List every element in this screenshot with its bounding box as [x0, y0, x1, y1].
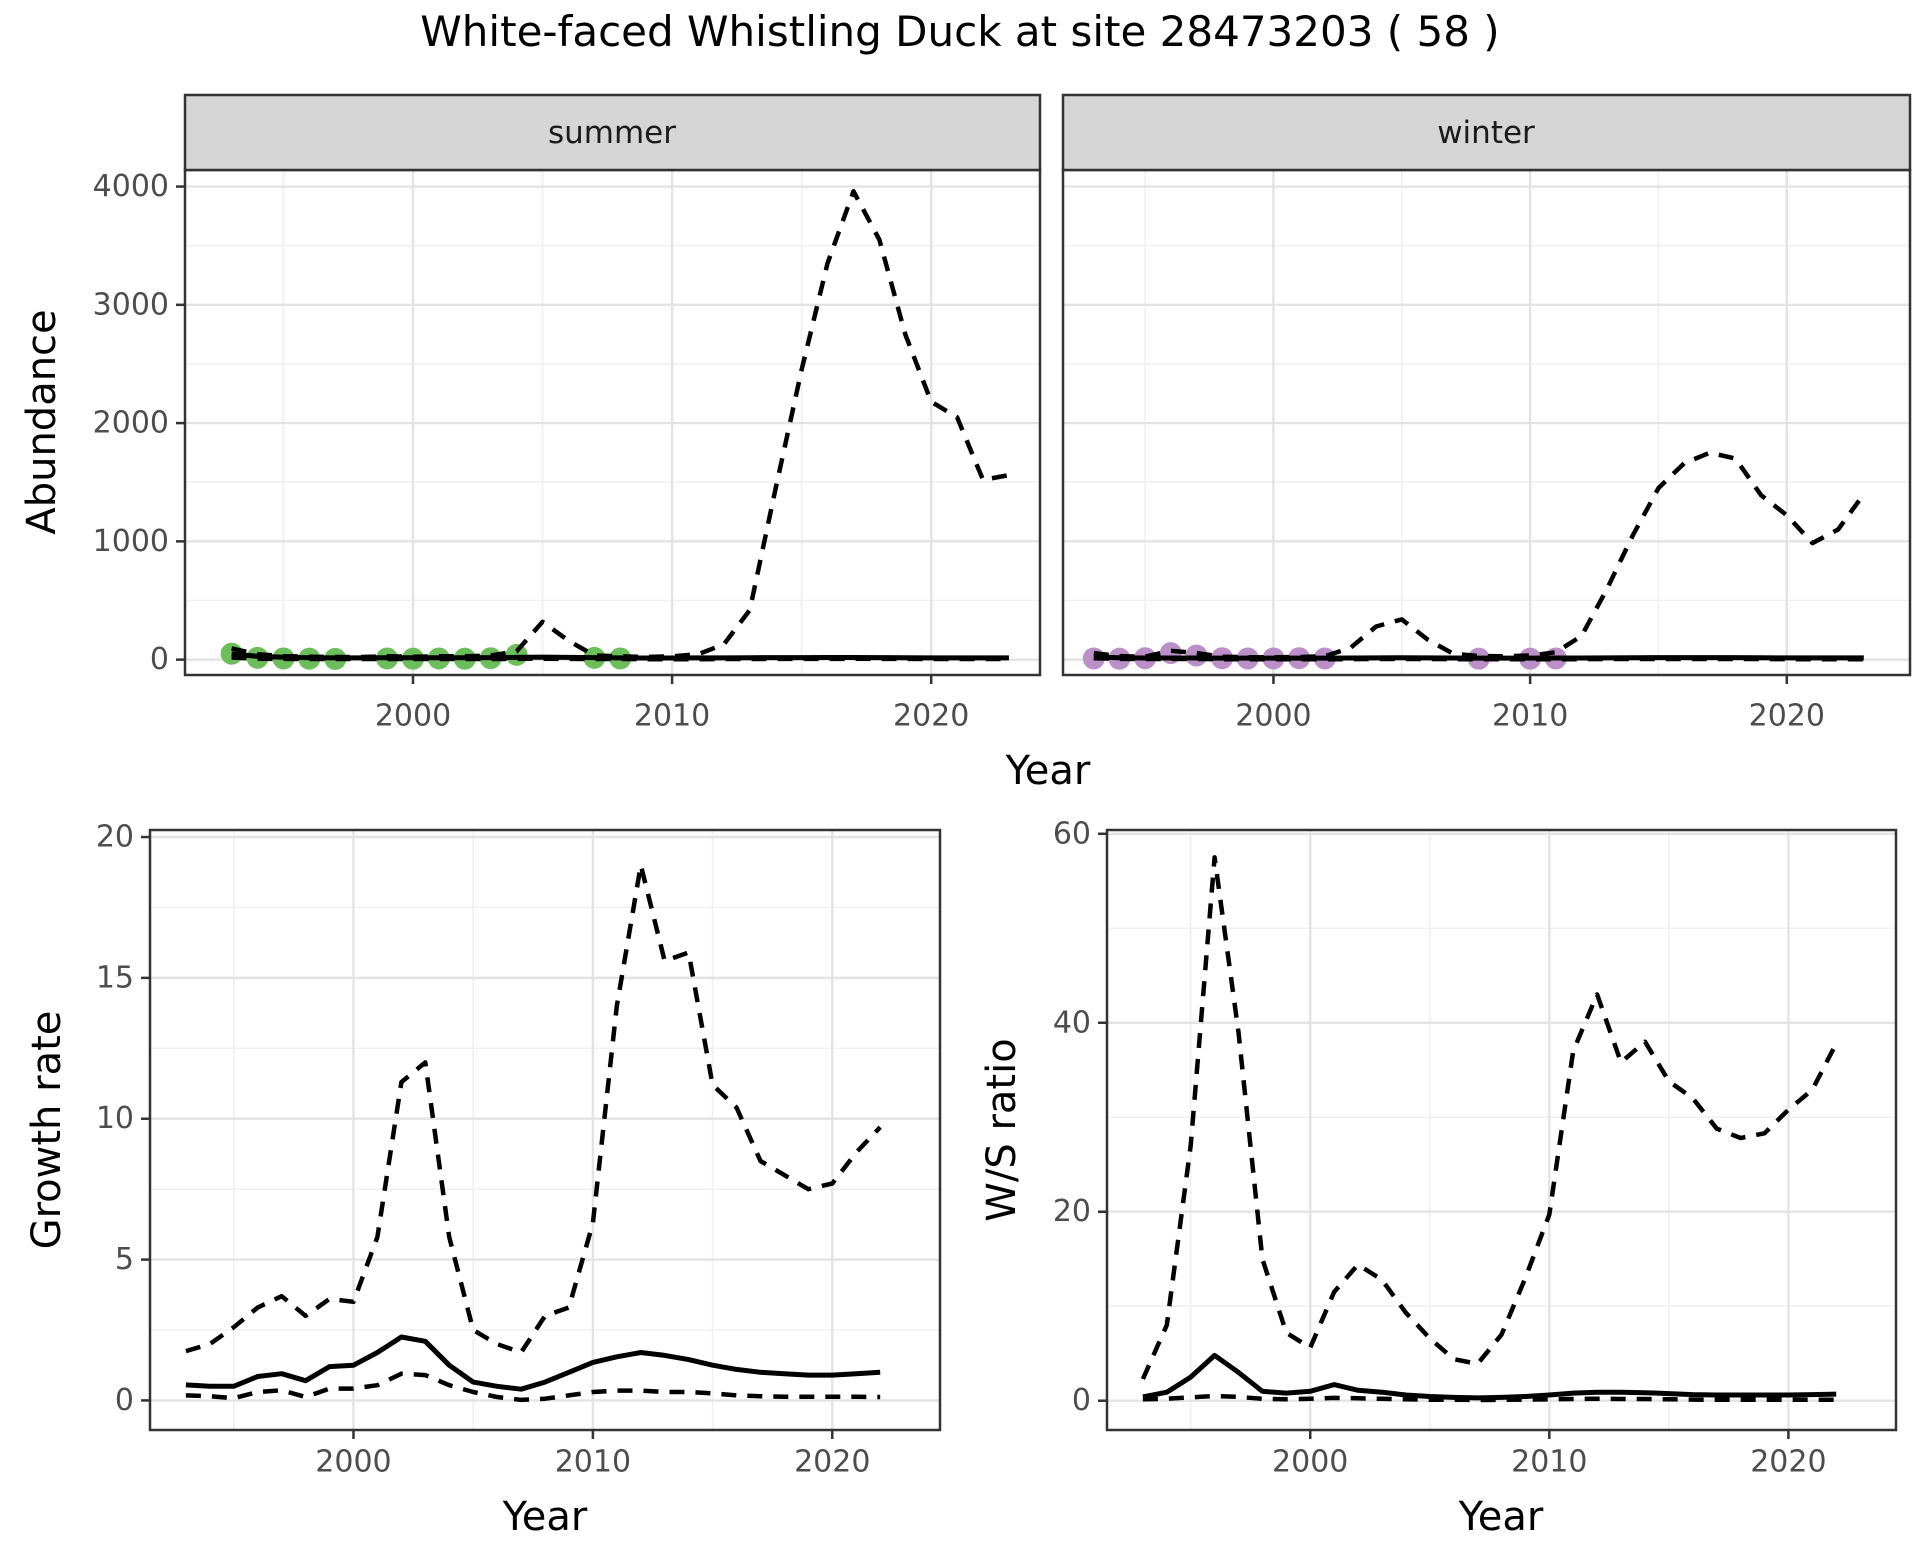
fit-line — [185, 1334, 881, 1392]
y-tick-label: 3000 — [93, 287, 169, 322]
fit-line — [231, 651, 1009, 661]
y-tick-label: 5 — [115, 1242, 134, 1277]
x-tick-label: 2000 — [1235, 699, 1311, 734]
panel-border — [1105, 828, 1898, 1432]
lower-ci-line — [185, 1371, 881, 1403]
facet-label-winter: winter — [1437, 115, 1535, 151]
x-tick-label: 2010 — [1492, 699, 1568, 734]
top-year-axis-label: Year — [1005, 748, 1091, 794]
panel-border — [148, 828, 942, 1432]
figure-title: White-faced Whistling Duck at site 28473… — [420, 7, 1499, 56]
y-tick-label: 2000 — [93, 406, 169, 441]
y-tick-label: 0 — [115, 1383, 134, 1418]
y-tick-label: 4000 — [93, 169, 169, 204]
y-tick-label: 20 — [1053, 1194, 1091, 1229]
growth-year-axis-label: Year — [502, 1494, 588, 1540]
facet-strip-winter — [1061, 93, 1912, 172]
panel-growth: 2000 2010 2020 0 5 10 15 20 — [96, 820, 942, 1480]
fit-line — [1142, 1352, 1837, 1401]
x-tick-label: 2020 — [893, 699, 969, 734]
upper-ci-line — [1140, 855, 1839, 1380]
panel-ws: 2000 2010 2020 0 20 40 60 — [1053, 816, 1898, 1480]
x-tick-label: 2000 — [375, 699, 451, 734]
x-tick-label: 2020 — [1750, 1445, 1826, 1480]
x-tick-label: 2010 — [1511, 1445, 1587, 1480]
y-tick-label: 0 — [150, 642, 169, 677]
panel-background — [1107, 830, 1896, 1430]
abundance-axis-label: Abundance — [19, 309, 65, 534]
panel-winter: 2000 2010 2020 — [1061, 168, 1912, 734]
x-tick-label: 2010 — [555, 1445, 631, 1480]
y-tick-label: 10 — [96, 1101, 134, 1136]
y-tick-label: 15 — [96, 960, 134, 995]
x-tick-label: 2010 — [634, 699, 710, 734]
ws-year-axis-label: Year — [1458, 1494, 1544, 1540]
upper-ci-line — [185, 862, 882, 1355]
ws-ratio-axis-label: W/S ratio — [979, 1038, 1025, 1221]
fit-line — [1093, 654, 1864, 661]
y-tick-label: 60 — [1053, 816, 1091, 851]
panel-background — [150, 830, 940, 1430]
panel-data — [1140, 855, 1839, 1403]
x-tick-label: 2020 — [1749, 699, 1825, 734]
panel-data — [185, 862, 882, 1403]
y-tick-label: 40 — [1053, 1005, 1091, 1040]
y-tick-label: 0 — [1072, 1383, 1091, 1418]
x-tick-label: 2020 — [794, 1445, 870, 1480]
facet-strip-summer — [183, 93, 1042, 172]
y-tick-label: 20 — [96, 820, 134, 855]
panel-data — [1082, 450, 1866, 670]
panel-data — [220, 189, 1010, 670]
growth-rate-axis-label: Growth rate — [24, 1011, 70, 1250]
y-tick-label: 1000 — [93, 524, 169, 559]
facet-label-summer: summer — [548, 115, 676, 151]
x-tick-label: 2000 — [1272, 1445, 1348, 1480]
panel-summer: 2000 2010 2020 0 1000 2000 3000 4000 — [93, 168, 1042, 734]
x-tick-label: 2000 — [315, 1445, 391, 1480]
